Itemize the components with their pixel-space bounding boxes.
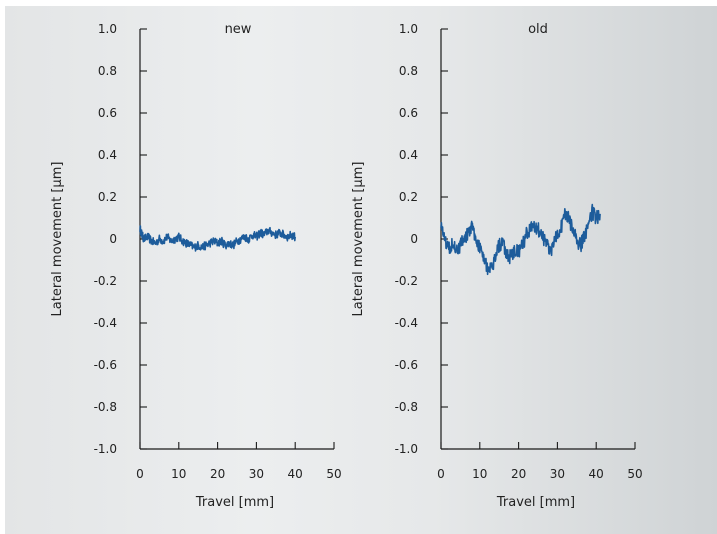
y-tick-label: -0.6: [395, 358, 418, 372]
x-tick-label: 50: [326, 467, 341, 481]
y-tick-label: -0.4: [94, 316, 117, 330]
x-tick-label: 40: [589, 467, 604, 481]
y-axis-title: Lateral movement [µm]: [50, 162, 65, 317]
y-tick-label: 0.2: [98, 190, 117, 204]
y-tick-label: -0.8: [94, 400, 117, 414]
y-tick-label: 0: [109, 232, 117, 246]
x-tick-label: 0: [136, 467, 144, 481]
y-tick-label: -0.8: [395, 400, 418, 414]
chart-title: new: [225, 22, 252, 37]
y-tick-label: 0.8: [98, 64, 117, 78]
chart-old: 1.0 0.8 0.6 0.4 0.2 0 -0.2 -0.4 -0.6 -0.8 -1.0 0 10 2…: [351, 22, 643, 510]
y-tick-label: -0.2: [94, 274, 117, 288]
x-tick-label: 0: [437, 467, 445, 481]
y-tick-label: -0.4: [395, 316, 418, 330]
chart-panel: [5, 6, 717, 534]
x-tick-label: 20: [210, 467, 225, 481]
x-tick-label: 50: [627, 467, 642, 481]
x-axis-title: Travel [mm]: [496, 495, 575, 510]
x-tick-label: 10: [171, 467, 186, 481]
y-tick-label: -1.0: [94, 442, 117, 456]
x-tick-label: 40: [288, 467, 303, 481]
x-tick-label: 30: [550, 467, 565, 481]
y-tick-label: 0: [410, 232, 418, 246]
x-tick-label: 10: [472, 467, 487, 481]
series-line: [139, 225, 296, 252]
series-line: [440, 203, 601, 276]
chart-title: old: [528, 22, 548, 37]
y-tick-label: 0.4: [98, 148, 117, 162]
y-tick-label: -0.2: [395, 274, 418, 288]
y-axis-title: Lateral movement [µm]: [351, 162, 366, 317]
y-tick-label: 0.2: [399, 190, 418, 204]
y-tick-label: 0.8: [399, 64, 418, 78]
y-tick-label: 0.6: [399, 106, 418, 120]
x-axis-title: Travel [mm]: [195, 495, 274, 510]
chart-new: 1.0 0.8 0.6 0.4 0.2 0 -0.2 -0.4 -0.6 -0.8 -1.0 0 10 2…: [50, 22, 342, 510]
y-tick-label: 1.0: [98, 22, 117, 36]
x-tick-label: 20: [511, 467, 526, 481]
y-tick-label: 1.0: [399, 22, 418, 36]
y-tick-label: 0.4: [399, 148, 418, 162]
x-tick-label: 30: [249, 467, 264, 481]
y-tick-label: -1.0: [395, 442, 418, 456]
y-tick-label: 0.6: [98, 106, 117, 120]
y-tick-label: -0.6: [94, 358, 117, 372]
